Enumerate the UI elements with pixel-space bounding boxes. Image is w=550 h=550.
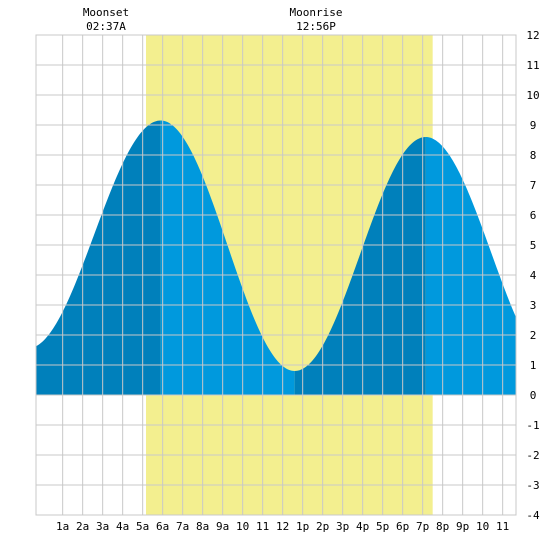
y-tick-label: 6 bbox=[530, 209, 537, 222]
y-tick-label: -3 bbox=[526, 479, 539, 492]
x-tick-label: 12 bbox=[276, 520, 289, 533]
x-tick-label: 3p bbox=[336, 520, 349, 533]
y-tick-label: 3 bbox=[530, 299, 537, 312]
x-tick-label: 1a bbox=[56, 520, 69, 533]
x-tick-label: 5a bbox=[136, 520, 149, 533]
moonset-label: Moonset bbox=[83, 6, 129, 19]
x-tick-label: 4p bbox=[356, 520, 369, 533]
y-tick-label: -1 bbox=[526, 419, 539, 432]
x-tick-label: 3a bbox=[96, 520, 109, 533]
x-tick-label: 7p bbox=[416, 520, 429, 533]
plot-border bbox=[35, 34, 517, 516]
y-tick-label: 9 bbox=[530, 119, 537, 132]
y-tick-label: 11 bbox=[526, 59, 539, 72]
y-tick-label: 12 bbox=[526, 29, 539, 42]
y-tick-label: 10 bbox=[526, 89, 539, 102]
tide-rising-2 bbox=[294, 137, 426, 395]
moonset-time: 02:37A bbox=[86, 20, 126, 33]
y-tick-label: 2 bbox=[530, 329, 537, 342]
x-tick-label: 7a bbox=[176, 520, 189, 533]
tide-area-layer bbox=[36, 120, 516, 395]
x-tick-label: 9a bbox=[216, 520, 229, 533]
y-tick-label: -4 bbox=[526, 509, 540, 522]
x-tick-label: 1p bbox=[296, 520, 309, 533]
x-tick-label: 10 bbox=[476, 520, 489, 533]
y-tick-label: 4 bbox=[530, 269, 537, 282]
x-tick-label: 2a bbox=[76, 520, 89, 533]
x-tick-label: 8a bbox=[196, 520, 209, 533]
y-tick-label: 7 bbox=[530, 179, 537, 192]
y-tick-label: 0 bbox=[530, 389, 537, 402]
y-tick-label: -2 bbox=[526, 449, 539, 462]
y-tick-label: 5 bbox=[530, 239, 537, 252]
x-tick-label: 11 bbox=[256, 520, 269, 533]
y-tick-label: 8 bbox=[530, 149, 537, 162]
x-tick-label: 2p bbox=[316, 520, 329, 533]
x-tick-label: 6p bbox=[396, 520, 409, 533]
tide-falling-2 bbox=[425, 137, 516, 395]
x-tick-label: 10 bbox=[236, 520, 249, 533]
x-tick-label: 4a bbox=[116, 520, 129, 533]
grid-layer bbox=[35, 34, 517, 516]
moonrise-label: Moonrise bbox=[290, 6, 343, 19]
y-tick-label: 1 bbox=[530, 359, 537, 372]
tide-falling-1 bbox=[160, 120, 295, 395]
x-tick-label: 11 bbox=[496, 520, 509, 533]
moonrise-time: 12:56P bbox=[296, 20, 336, 33]
tide-rising-1 bbox=[36, 120, 161, 395]
x-tick-label-layer: 1a 2a 3a 4a 5a 6a 7a 8a 9a 10 11 12 1p 2p 3p 4p 5p 6p 7p 8p… bbox=[56, 520, 509, 533]
x-tick-label: 5p bbox=[376, 520, 389, 533]
x-tick-label: 9p bbox=[456, 520, 469, 533]
x-tick-label: 8p bbox=[436, 520, 449, 533]
x-tick-label: 6a bbox=[156, 520, 169, 533]
